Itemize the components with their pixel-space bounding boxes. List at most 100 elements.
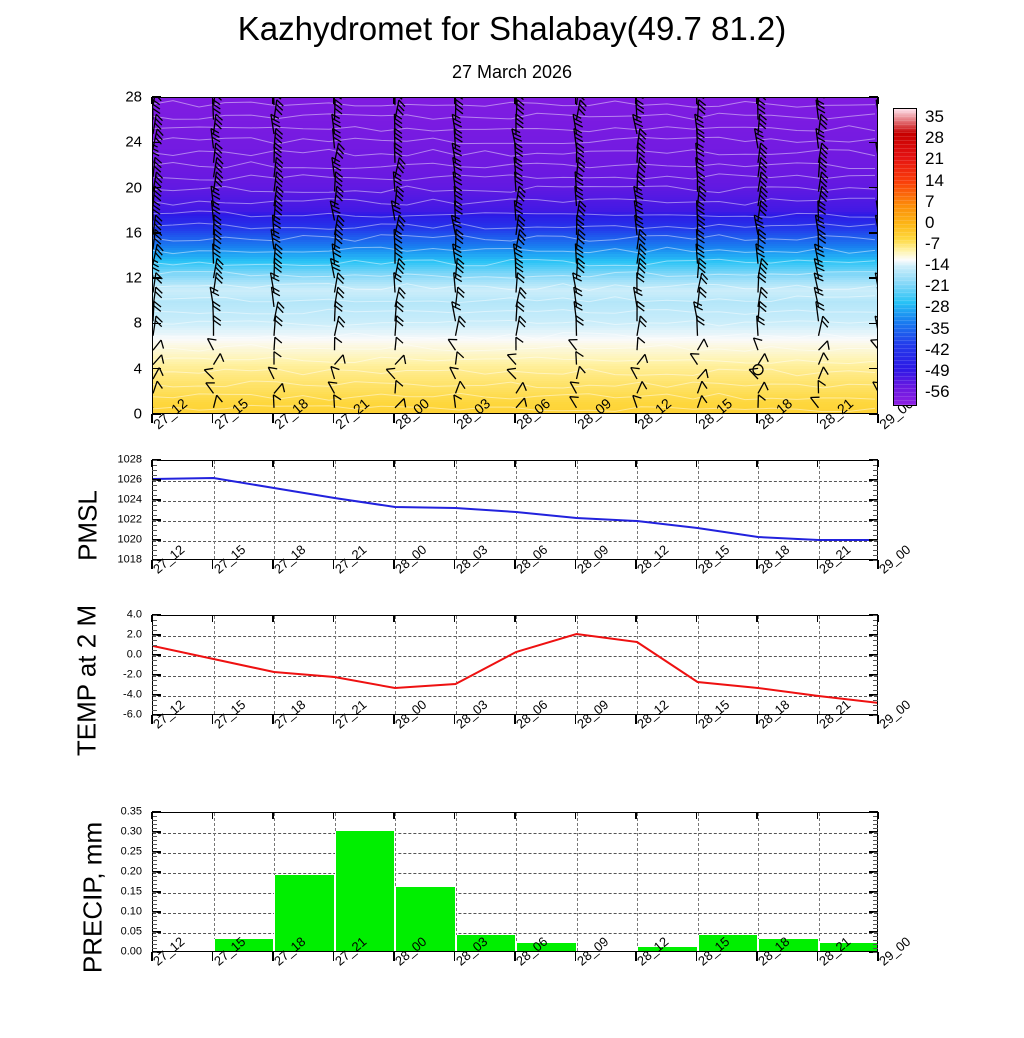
wind-barb	[754, 338, 763, 350]
y-minor-tick	[873, 640, 878, 641]
wind-barb	[454, 395, 462, 408]
wind-barb	[456, 381, 466, 393]
y-minor-tick	[152, 924, 157, 925]
wind-barb	[386, 368, 395, 379]
x-tick	[817, 560, 818, 569]
y-tick	[152, 413, 161, 414]
wind-barb	[698, 396, 707, 408]
y-minor-tick	[873, 836, 878, 837]
wind-barbs	[153, 98, 877, 413]
wind-barb	[637, 354, 648, 364]
x-tick	[635, 560, 636, 569]
wind-barb	[335, 337, 342, 350]
y-minor-tick	[152, 836, 157, 837]
wind-barb	[637, 381, 647, 393]
y-minor-tick	[152, 530, 157, 531]
x-tick	[212, 615, 213, 622]
cross-section-plot-area[interactable]	[153, 98, 877, 413]
x-tick	[756, 615, 757, 622]
wind-barb	[153, 316, 162, 336]
y-minor-tick	[152, 872, 157, 873]
y-minor-tick	[873, 940, 878, 941]
y-minor-tick	[873, 535, 878, 536]
y-minor-tick	[873, 944, 878, 945]
y-minor-tick	[152, 884, 157, 885]
x-tick	[575, 460, 576, 467]
y-minor-tick	[152, 816, 157, 817]
wind-barb	[512, 129, 522, 149]
wind-barb	[206, 383, 215, 394]
wind-barb	[570, 397, 579, 408]
wind-barb	[516, 337, 523, 350]
wind-barb	[273, 395, 281, 408]
x-tick	[333, 615, 334, 622]
x-tick-label: 29_00	[876, 542, 913, 577]
temp-2m-plot-area[interactable]	[153, 616, 877, 714]
y-minor-tick	[873, 500, 878, 501]
y-minor-tick	[873, 700, 878, 701]
wind-barb	[272, 287, 280, 307]
x-tick	[454, 560, 455, 569]
x-tick	[454, 97, 455, 104]
x-tick	[393, 812, 394, 819]
colorbar-tick-label: -42	[925, 340, 950, 360]
precip-plot-area[interactable]	[153, 813, 877, 951]
grid-line-vertical	[577, 813, 578, 951]
x-tick	[635, 715, 636, 724]
precip-panel	[152, 812, 878, 952]
wind-barb	[875, 273, 877, 293]
wind-barb	[391, 201, 401, 221]
x-tick-label: 29_00	[876, 934, 913, 969]
precip-bar[interactable]	[335, 831, 396, 951]
wind-barb	[871, 340, 877, 351]
x-tick	[151, 715, 152, 724]
x-tick	[696, 414, 697, 423]
x-tick	[817, 460, 818, 467]
x-tick	[151, 615, 152, 622]
x-tick	[212, 460, 213, 467]
y-minor-tick	[152, 852, 157, 853]
y-minor-tick	[152, 892, 157, 893]
wind-barb	[274, 383, 285, 393]
grid-line-vertical	[637, 813, 638, 951]
y-minor-tick	[873, 540, 878, 541]
x-tick	[514, 460, 515, 467]
y-minor-tick	[152, 864, 157, 865]
y-minor-tick	[152, 705, 157, 706]
wind-barb	[758, 395, 766, 408]
x-tick	[756, 460, 757, 467]
y-minor-tick	[152, 535, 157, 536]
wind-barb	[395, 259, 405, 279]
x-tick	[454, 460, 455, 467]
y-minor-tick	[152, 900, 157, 901]
calm-wind-symbol	[753, 365, 763, 375]
x-tick	[817, 615, 818, 622]
y-minor-tick	[152, 545, 157, 546]
wind-barb	[698, 369, 709, 379]
x-tick	[635, 615, 636, 622]
x-tick	[696, 97, 697, 104]
wind-barb	[758, 98, 767, 105]
y-tick-label: 16	[125, 225, 142, 240]
wind-barb	[395, 100, 405, 120]
y-minor-tick	[152, 888, 157, 889]
pmsl-plot-area[interactable]	[153, 461, 877, 559]
x-tick	[212, 560, 213, 569]
y-minor-tick	[152, 460, 157, 461]
wind-barb	[214, 143, 223, 163]
y-minor-tick	[152, 665, 157, 666]
wind-barb	[516, 215, 525, 235]
y-minor-tick	[873, 820, 878, 821]
y-minor-tick	[873, 470, 878, 471]
y-minor-tick	[152, 860, 157, 861]
wind-barb	[274, 201, 282, 221]
y-minor-tick	[152, 832, 157, 833]
y-minor-tick	[873, 900, 878, 901]
x-tick	[272, 560, 273, 569]
pmsl-series-line	[153, 478, 877, 540]
x-tick	[756, 952, 757, 961]
x-tick	[393, 615, 394, 622]
x-tick	[514, 615, 515, 622]
y-minor-tick	[152, 690, 157, 691]
